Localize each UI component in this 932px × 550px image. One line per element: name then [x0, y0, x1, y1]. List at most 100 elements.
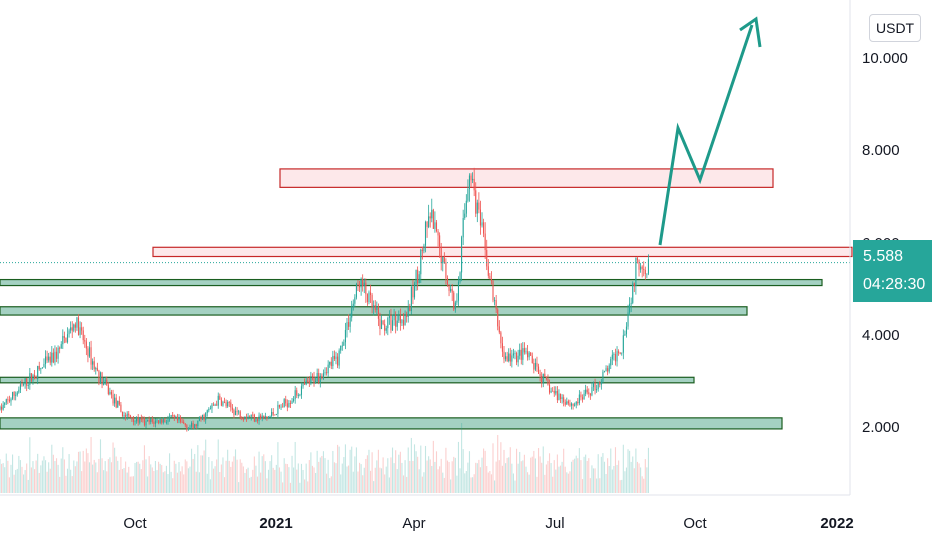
candle-body: [216, 404, 218, 406]
candle-body: [137, 417, 139, 423]
volume-bar: [468, 451, 471, 493]
volume-bar: [142, 460, 144, 493]
volume-bar: [360, 464, 362, 493]
volume-bar: [88, 462, 91, 493]
candle-body: [424, 221, 427, 246]
volume-bar: [448, 461, 450, 493]
candle-body: [233, 409, 235, 416]
candle-body: [2, 404, 4, 410]
candle-body: [156, 420, 158, 422]
candle-body: [498, 326, 500, 333]
volume-bar: [421, 476, 423, 493]
candle-body: [212, 404, 215, 406]
candle-body: [92, 361, 94, 365]
volume-bar: [638, 463, 640, 493]
candle-body: [228, 402, 230, 403]
candle-body: [607, 368, 609, 372]
volume-bar: [211, 461, 213, 493]
candle-body: [508, 353, 510, 361]
volume-bar: [527, 472, 529, 493]
volume-bar: [567, 473, 569, 493]
candle-body: [373, 305, 375, 307]
volume-bar: [632, 456, 634, 493]
volume-bar: [44, 460, 47, 493]
candle-body: [500, 332, 502, 344]
candle-body: [142, 419, 144, 421]
volume-bar: [180, 471, 182, 493]
volume-bar: [154, 460, 156, 493]
volume-bar: [112, 442, 114, 493]
volume-bar: [580, 460, 582, 493]
volume-bar: [305, 463, 307, 493]
candle-body: [489, 275, 491, 279]
volume-bar: [264, 461, 266, 493]
candle-body: [577, 401, 579, 404]
volume-bar: [476, 463, 478, 493]
candle-body: [132, 419, 135, 422]
volume-bar: [310, 452, 312, 493]
volume-bar: [390, 457, 392, 493]
candle-body: [225, 402, 227, 407]
volume-bar: [547, 460, 549, 493]
currency-button[interactable]: USDT: [869, 14, 922, 42]
volume-bar: [379, 467, 381, 493]
volume-bar: [548, 453, 551, 493]
volume-bar: [643, 478, 645, 493]
candle-body: [621, 352, 623, 354]
volume-bar: [497, 435, 499, 493]
candle-body: [187, 427, 189, 430]
volume-bar: [481, 457, 483, 493]
volume-bar: [619, 480, 621, 493]
volume-bar: [446, 460, 449, 493]
volume-bar: [618, 460, 620, 493]
candle-body: [625, 326, 628, 335]
volume-bar: [92, 464, 94, 493]
volume-bar: [374, 467, 376, 493]
volume-bar: [222, 457, 224, 493]
volume-bar: [531, 456, 533, 493]
volume-bar: [184, 459, 186, 493]
volume-bar: [404, 460, 406, 493]
volume-bar: [274, 469, 276, 493]
candle-body: [523, 348, 525, 353]
volume-bar: [333, 462, 335, 493]
candle-body: [527, 351, 529, 358]
candle-body: [65, 337, 67, 343]
volume-bar: [327, 459, 329, 493]
candle-body: [533, 363, 535, 370]
volume-bar: [231, 461, 233, 493]
volume-bar: [0, 459, 1, 493]
candle-body: [10, 398, 12, 402]
volume-bar: [181, 466, 183, 493]
candle-body: [197, 420, 199, 427]
volume-bar: [114, 447, 116, 493]
candle-body: [351, 307, 353, 318]
candle-body: [643, 268, 645, 270]
candle-body: [310, 376, 312, 384]
candle-body: [49, 356, 51, 363]
candle-body: [305, 380, 307, 385]
candle-body: [18, 389, 20, 393]
candle-body: [145, 420, 147, 426]
x-tick-label: Apr: [402, 515, 426, 532]
candle-body: [291, 400, 293, 404]
candle-body: [547, 378, 549, 385]
volume-bar: [354, 456, 356, 493]
candle-body: [406, 315, 408, 317]
candle-body: [55, 351, 58, 359]
volume-bar: [220, 464, 222, 493]
last-price-badge: 5.588 04:28:30: [853, 240, 932, 302]
volume-bar: [373, 481, 375, 493]
volume-bar: [30, 467, 32, 493]
candle-body: [192, 423, 194, 429]
volume-bar: [479, 467, 481, 493]
volume-bar: [209, 479, 211, 493]
candle-body: [96, 368, 98, 371]
candle-body: [288, 403, 290, 408]
candle-body: [153, 421, 155, 424]
candle-body: [575, 401, 577, 405]
volume-bar: [282, 482, 284, 493]
volume-bar: [365, 458, 367, 493]
volume-bar: [445, 447, 447, 493]
